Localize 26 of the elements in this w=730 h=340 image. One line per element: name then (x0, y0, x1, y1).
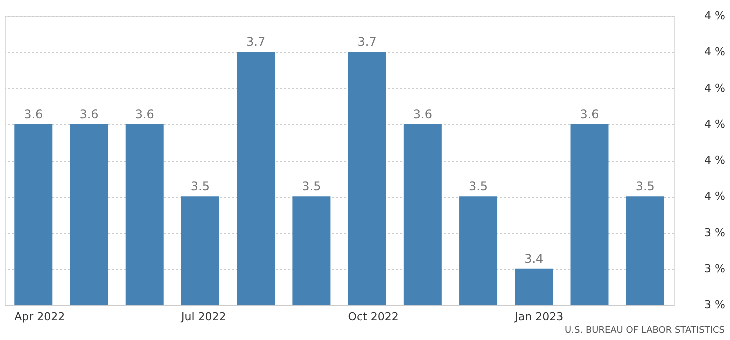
y-tick-label: 4 % (704, 118, 726, 131)
data-label: 3.6 (80, 107, 99, 122)
y-tick-label: 3 % (704, 262, 726, 276)
data-label: 3.7 (358, 35, 377, 50)
data-label: 3.7 (246, 35, 266, 50)
data-label: 3.5 (190, 180, 210, 194)
y-tick-label: 3 % (704, 298, 726, 312)
data-label: 3.5 (302, 180, 322, 194)
y-tick-label: 4 % (704, 82, 726, 95)
x-tick-label: Jan 2023 (514, 310, 564, 324)
data-label: 3.6 (24, 107, 44, 122)
x-tick-label: Oct 2022 (348, 310, 399, 324)
y-tick-label: 4 % (704, 46, 726, 59)
data-label: 3.6 (580, 107, 600, 122)
text: U.S. BUREAU OF LABOR STATISTICS (565, 326, 726, 336)
data-label: 3.6 (413, 107, 432, 122)
data-label: 3.4 (524, 252, 544, 266)
data-label: 3.5 (468, 180, 488, 194)
x-tick-label: Jul 2022 (180, 310, 226, 324)
y-tick-label: 4 % (704, 154, 726, 167)
y-tick-label: 3 % (704, 226, 726, 240)
y-tick-label: 4 % (704, 10, 726, 22)
data-label: 3.6 (135, 107, 154, 122)
x-tick-label: Apr 2022 (14, 310, 66, 324)
data-label: 3.5 (636, 180, 655, 194)
y-tick-label: 4 % (704, 190, 726, 204)
